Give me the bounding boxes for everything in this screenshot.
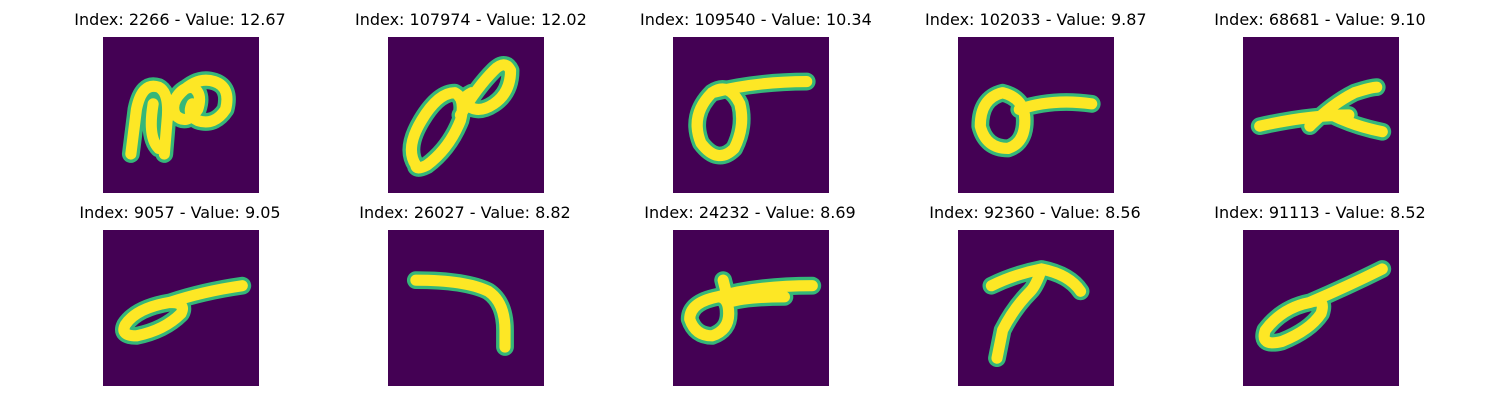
panel-title: Index: 91113 - Value: 8.52: [1214, 203, 1426, 222]
panel-title: Index: 68681 - Value: 9.10: [1214, 10, 1426, 29]
image-panel: Index: 102033 - Value: 9.87: [925, 10, 1147, 200]
digit-image: [103, 230, 259, 386]
digit-image: [958, 37, 1114, 193]
panel-title: Index: 102033 - Value: 9.87: [925, 10, 1147, 29]
image-panel: Index: 68681 - Value: 9.10: [1210, 10, 1430, 200]
image-panel: Index: 91113 - Value: 8.52: [1210, 203, 1430, 393]
panel-title: Index: 26027 - Value: 8.82: [359, 203, 571, 222]
digit-image: [1243, 230, 1399, 386]
image-panel: Index: 107974 - Value: 12.02: [355, 10, 587, 200]
panel-title: Index: 9057 - Value: 9.05: [79, 203, 281, 222]
panel-title: Index: 2266 - Value: 12.67: [74, 10, 286, 29]
panel-title: Index: 109540 - Value: 10.34: [640, 10, 872, 29]
panel-title: Index: 107974 - Value: 12.02: [355, 10, 587, 29]
digit-image: [388, 37, 544, 193]
digit-image: [673, 230, 829, 386]
panel-title: Index: 92360 - Value: 8.56: [929, 203, 1141, 222]
digit-image: [388, 230, 544, 386]
digit-image: [673, 37, 829, 193]
image-panel: Index: 92360 - Value: 8.56: [925, 203, 1145, 393]
image-panel: Index: 109540 - Value: 10.34: [640, 10, 872, 200]
panel-title: Index: 24232 - Value: 8.69: [644, 203, 856, 222]
image-panel: Index: 9057 - Value: 9.05: [70, 203, 290, 393]
image-panel: Index: 26027 - Value: 8.82: [355, 203, 575, 393]
image-panel: Index: 24232 - Value: 8.69: [640, 203, 860, 393]
digit-image: [1243, 37, 1399, 193]
digit-image: [103, 37, 259, 193]
digit-image: [958, 230, 1114, 386]
image-panel: Index: 2266 - Value: 12.67: [70, 10, 290, 200]
